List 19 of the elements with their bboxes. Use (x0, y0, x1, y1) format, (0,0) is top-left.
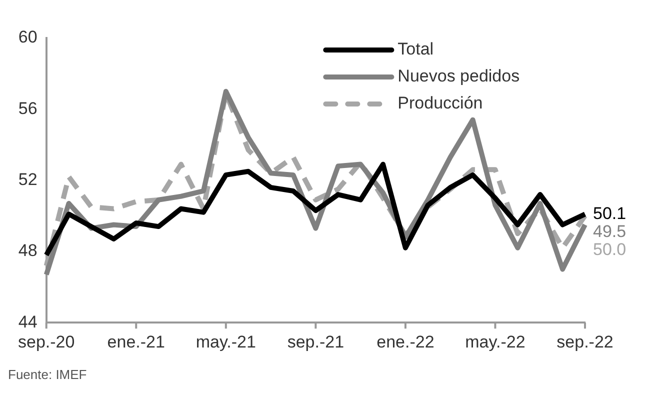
x-tick-label: sep.-21 (287, 332, 344, 352)
x-tick-label: ene.-21 (107, 332, 165, 352)
x-tick-label: ene.-22 (376, 332, 434, 352)
legend-label: Nuevos pedidos (398, 66, 520, 86)
data-label: 50.1 (593, 204, 626, 223)
y-tick-label: 56 (18, 98, 38, 118)
x-tick-label: sep.-22 (556, 332, 614, 352)
y-tick-label: 44 (18, 312, 38, 332)
legend-label: Total (398, 40, 434, 59)
y-tick-label: 48 (18, 241, 38, 260)
legend-label: Producción (398, 94, 483, 113)
x-tick-label: may.-21 (196, 332, 256, 352)
data-label: 50.0 (593, 240, 626, 259)
x-tick-label: may.-22 (465, 332, 526, 352)
y-tick-label: 60 (18, 28, 38, 47)
source-note: Fuente: IMEF (8, 367, 88, 382)
x-tick-label: sep.-20 (18, 332, 75, 352)
data-label: 49.5 (593, 222, 626, 241)
y-tick-label: 52 (18, 170, 38, 189)
